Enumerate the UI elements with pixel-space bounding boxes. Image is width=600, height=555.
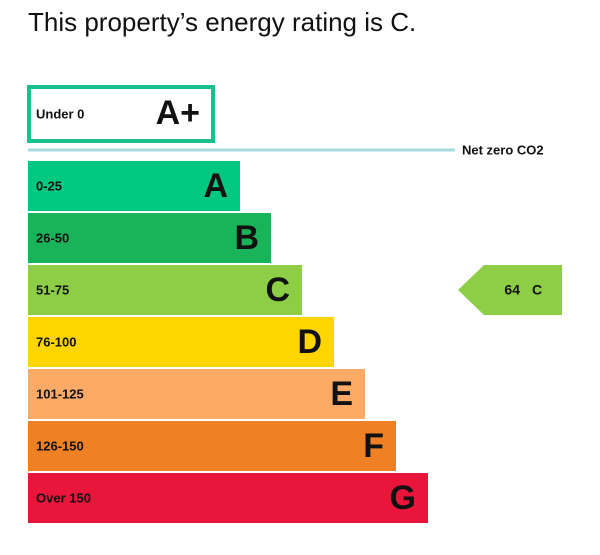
top-band-letter: A+ <box>156 94 200 132</box>
band-letter: G <box>390 479 416 517</box>
net-zero-label: Net zero CO2 <box>462 142 544 157</box>
band <box>28 421 396 471</box>
band <box>28 265 302 315</box>
band-range: 76-100 <box>36 334 76 349</box>
current-letter: C <box>532 282 542 298</box>
band-letter: B <box>234 219 259 257</box>
band-range: Over 150 <box>36 490 91 505</box>
band <box>28 473 428 523</box>
band-letter: D <box>297 323 322 361</box>
band <box>28 213 271 263</box>
band <box>28 369 365 419</box>
band <box>28 317 334 367</box>
band <box>28 161 240 211</box>
band-range: 0-25 <box>36 178 62 193</box>
band-letter: C <box>265 271 290 309</box>
band-range: 126-150 <box>36 438 84 453</box>
title: This property’s energy rating is C. <box>28 7 416 37</box>
band-letter: E <box>330 375 353 413</box>
band-range: 101-125 <box>36 386 84 401</box>
current-score: 64 <box>504 282 520 298</box>
top-band-box <box>27 85 215 143</box>
current-arrow <box>458 265 562 315</box>
top-band-range: Under 0 <box>36 106 84 121</box>
band-range: 26-50 <box>36 230 69 245</box>
band-letter: F <box>363 427 384 465</box>
band-letter: A <box>203 167 228 205</box>
band-range: 51-75 <box>36 282 69 297</box>
